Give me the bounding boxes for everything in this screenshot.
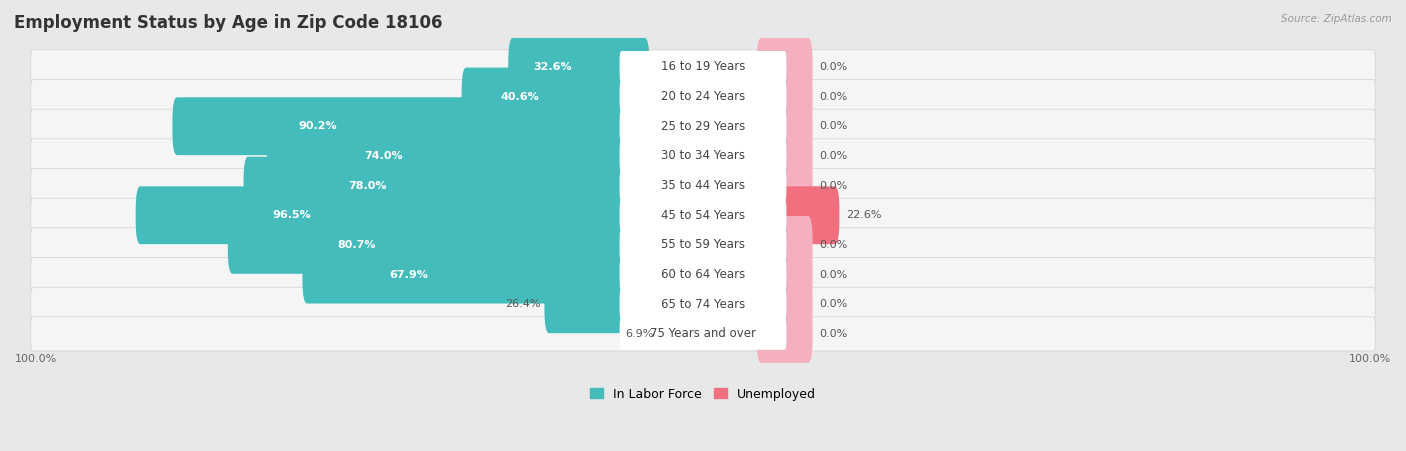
Text: 78.0%: 78.0%	[347, 180, 387, 191]
Text: 25 to 29 Years: 25 to 29 Years	[661, 120, 745, 133]
FancyBboxPatch shape	[31, 317, 1375, 351]
Text: 16 to 19 Years: 16 to 19 Years	[661, 60, 745, 74]
FancyBboxPatch shape	[756, 38, 813, 96]
FancyBboxPatch shape	[31, 228, 1375, 262]
Text: 100.0%: 100.0%	[15, 354, 58, 364]
Text: 75 Years and over: 75 Years and over	[650, 327, 756, 341]
Text: 22.6%: 22.6%	[846, 210, 882, 220]
FancyBboxPatch shape	[243, 156, 650, 215]
FancyBboxPatch shape	[267, 127, 650, 185]
FancyBboxPatch shape	[31, 169, 1375, 202]
Text: 45 to 54 Years: 45 to 54 Years	[661, 209, 745, 222]
FancyBboxPatch shape	[461, 68, 650, 125]
FancyBboxPatch shape	[31, 287, 1375, 321]
Text: 80.7%: 80.7%	[337, 240, 375, 250]
FancyBboxPatch shape	[756, 275, 813, 333]
Text: 0.0%: 0.0%	[820, 180, 848, 191]
FancyBboxPatch shape	[620, 259, 786, 290]
Text: 0.0%: 0.0%	[820, 270, 848, 280]
Text: 32.6%: 32.6%	[533, 62, 572, 72]
Text: 0.0%: 0.0%	[820, 329, 848, 339]
Text: 26.4%: 26.4%	[505, 299, 540, 309]
FancyBboxPatch shape	[620, 229, 786, 261]
FancyBboxPatch shape	[31, 258, 1375, 292]
FancyBboxPatch shape	[756, 216, 813, 274]
Text: 0.0%: 0.0%	[820, 151, 848, 161]
FancyBboxPatch shape	[756, 186, 839, 244]
FancyBboxPatch shape	[544, 275, 650, 333]
Text: 0.0%: 0.0%	[820, 240, 848, 250]
Text: Source: ZipAtlas.com: Source: ZipAtlas.com	[1281, 14, 1392, 23]
FancyBboxPatch shape	[620, 170, 786, 202]
FancyBboxPatch shape	[756, 246, 813, 304]
Text: 60 to 64 Years: 60 to 64 Years	[661, 268, 745, 281]
FancyBboxPatch shape	[756, 97, 813, 155]
Text: 0.0%: 0.0%	[820, 62, 848, 72]
FancyBboxPatch shape	[756, 127, 813, 185]
Text: 74.0%: 74.0%	[364, 151, 402, 161]
Text: 100.0%: 100.0%	[1348, 354, 1391, 364]
FancyBboxPatch shape	[620, 140, 786, 172]
Text: 6.9%: 6.9%	[626, 329, 654, 339]
FancyBboxPatch shape	[508, 38, 650, 96]
FancyBboxPatch shape	[136, 186, 650, 244]
FancyBboxPatch shape	[31, 109, 1375, 143]
Text: 0.0%: 0.0%	[820, 92, 848, 101]
Text: 30 to 34 Years: 30 to 34 Years	[661, 149, 745, 162]
FancyBboxPatch shape	[302, 246, 650, 304]
Text: 65 to 74 Years: 65 to 74 Years	[661, 298, 745, 311]
Text: 55 to 59 Years: 55 to 59 Years	[661, 239, 745, 251]
Text: 0.0%: 0.0%	[820, 121, 848, 131]
FancyBboxPatch shape	[173, 97, 650, 155]
Text: 96.5%: 96.5%	[273, 210, 311, 220]
Text: 0.0%: 0.0%	[820, 299, 848, 309]
Text: 40.6%: 40.6%	[501, 92, 538, 101]
FancyBboxPatch shape	[620, 81, 786, 112]
Text: Employment Status by Age in Zip Code 18106: Employment Status by Age in Zip Code 181…	[14, 14, 443, 32]
FancyBboxPatch shape	[620, 110, 786, 142]
FancyBboxPatch shape	[228, 216, 650, 274]
FancyBboxPatch shape	[756, 68, 813, 125]
Text: 20 to 24 Years: 20 to 24 Years	[661, 90, 745, 103]
FancyBboxPatch shape	[620, 51, 786, 83]
Text: 90.2%: 90.2%	[298, 121, 336, 131]
FancyBboxPatch shape	[620, 288, 786, 320]
Legend: In Labor Force, Unemployed: In Labor Force, Unemployed	[585, 382, 821, 405]
FancyBboxPatch shape	[31, 50, 1375, 84]
FancyBboxPatch shape	[31, 79, 1375, 114]
FancyBboxPatch shape	[620, 199, 786, 231]
Text: 67.9%: 67.9%	[389, 270, 427, 280]
FancyBboxPatch shape	[31, 139, 1375, 173]
FancyBboxPatch shape	[756, 156, 813, 215]
FancyBboxPatch shape	[31, 198, 1375, 232]
FancyBboxPatch shape	[620, 318, 786, 350]
FancyBboxPatch shape	[756, 305, 813, 363]
Text: 35 to 44 Years: 35 to 44 Years	[661, 179, 745, 192]
